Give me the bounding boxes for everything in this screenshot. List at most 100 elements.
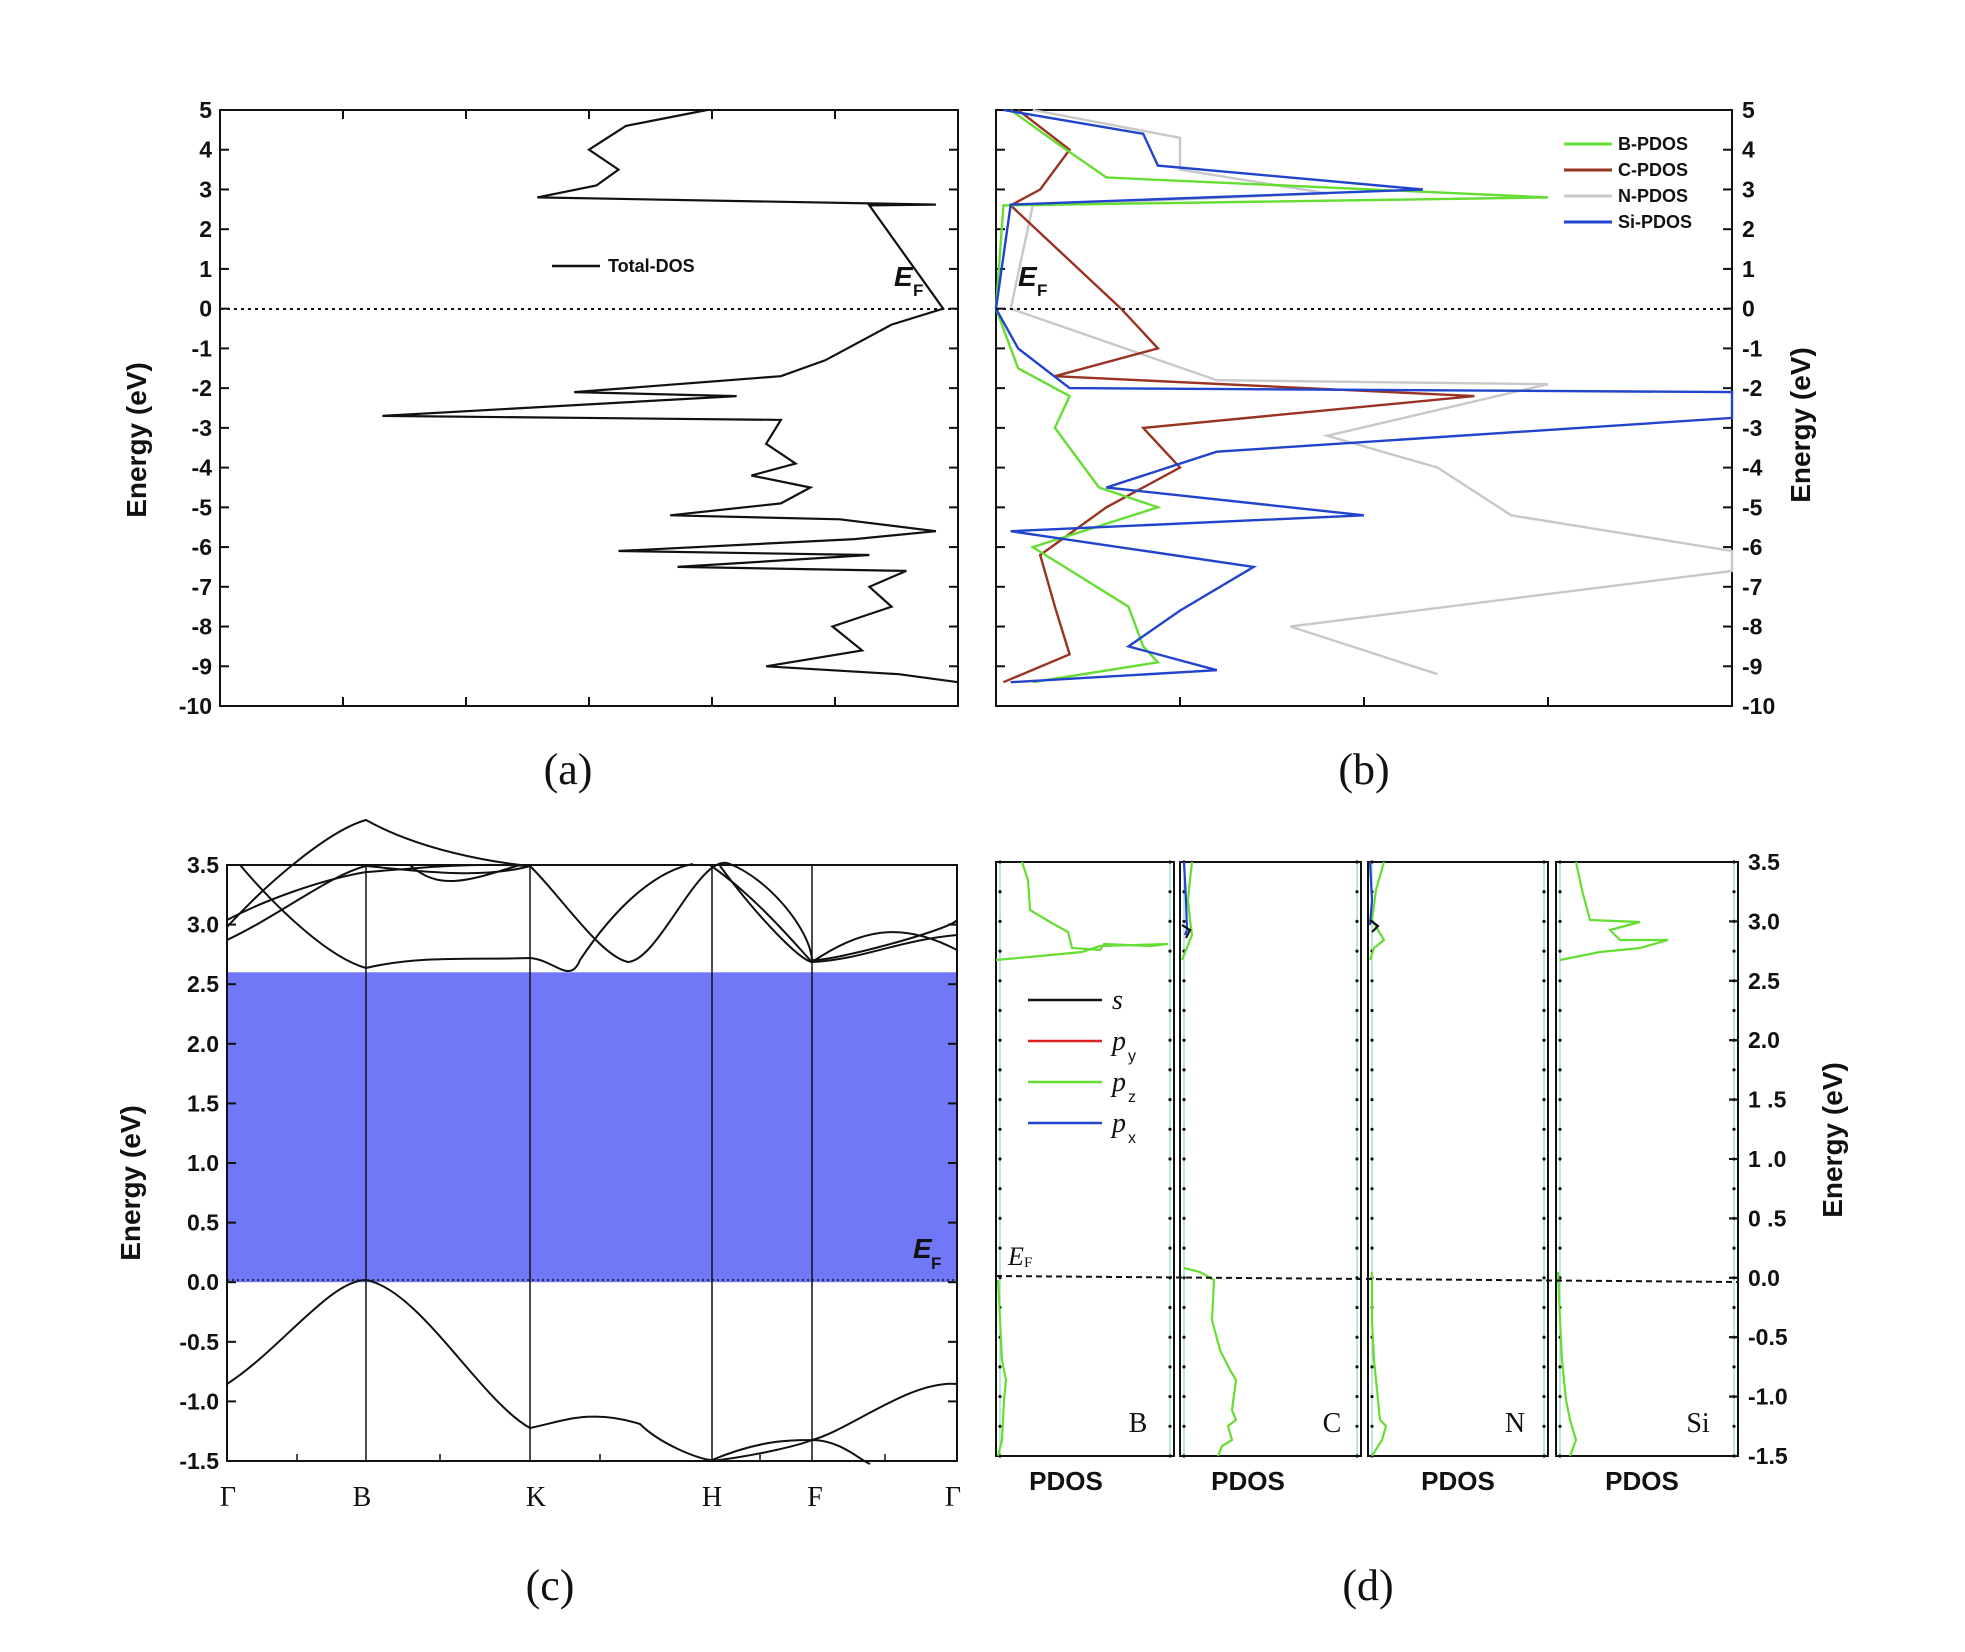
pdos-tick-dot <box>1732 1068 1736 1072</box>
panel-a-ytick-label: -1 <box>192 335 213 361</box>
panel-b-ytick-label: -6 <box>1742 534 1762 560</box>
panel-b-ytick-label: -5 <box>1742 494 1763 520</box>
pdos-legend-label: p <box>1110 1026 1126 1057</box>
pdos-legend-label: p <box>1110 1067 1126 1098</box>
pdos-curve-si-pz <box>1559 861 1669 962</box>
pdos-tick-dot <box>998 1008 1002 1013</box>
pdos-tick-dot <box>1558 1187 1562 1191</box>
pdos-tick-dot <box>998 1068 1002 1072</box>
pdos-tick-dot <box>1182 979 1186 983</box>
pdos-tick-dot <box>1558 1008 1562 1013</box>
pdos-tick-dot <box>1168 1335 1172 1339</box>
pdos-tick-dot <box>1542 1098 1546 1102</box>
pdos-tick-dot <box>998 1187 1002 1191</box>
pdos-tick-dot <box>1182 1098 1186 1102</box>
pdos-tick-dot <box>1542 1365 1546 1369</box>
panel-d-fermi-label: E F <box>1007 1242 1032 1271</box>
pdos-tick-dot <box>1168 1395 1172 1399</box>
pdos-tick-dot <box>1558 860 1562 864</box>
panel-d-ytick-label: 0.0 <box>1748 1265 1780 1291</box>
pdos-tick-dot <box>1168 1098 1172 1102</box>
panel-a-ytick-label: 3 <box>199 176 212 202</box>
pdos-tick-dot <box>1182 1305 1186 1310</box>
pdos-tick-dot <box>1558 1395 1562 1399</box>
pdos-tick-dot <box>998 860 1002 864</box>
panel-b-ytick-label: 2 <box>1742 216 1755 242</box>
panel-c-label: (c) <box>526 1561 575 1610</box>
pdos-tick-dot <box>1370 1216 1374 1220</box>
pdos-tick-dot <box>1370 1098 1374 1102</box>
pdos-tick-dot <box>1182 1157 1186 1161</box>
panel-a-ylabel: Energy (eV) <box>121 362 152 518</box>
panel-c-ytick-label: 0.0 <box>187 1269 219 1295</box>
band-vb-1 <box>226 1278 958 1462</box>
svg-text:E: E <box>1007 1242 1024 1271</box>
pdos-tick-dot <box>1542 1246 1546 1250</box>
panel-d-ytick-label: 1 .5 <box>1748 1087 1787 1113</box>
panel-c-ytick-label: 1.5 <box>187 1090 219 1116</box>
pdos-legend-label: s <box>1112 985 1123 1016</box>
pdos-tick-dot <box>1182 1454 1186 1458</box>
pdos-tick-dot <box>1355 1454 1359 1458</box>
pdos-tick-dot <box>1732 1365 1736 1369</box>
pdos-tick-dot <box>1168 919 1172 924</box>
pdos-tick-dot <box>1370 1157 1374 1161</box>
panel-d-ytick-label: 3.0 <box>1748 908 1780 934</box>
pdos-tick-dot <box>1168 1246 1172 1250</box>
panel-d-legend: sp yp zp x <box>1028 985 1136 1147</box>
svg-text:F: F <box>1037 281 1047 300</box>
pdos-legend-label: p <box>1110 1108 1126 1139</box>
legend-label-n-pdos: N-PDOS <box>1618 186 1688 206</box>
svg-text:E: E <box>894 261 914 292</box>
pdos-curve-c-pz-valence <box>1183 1266 1238 1457</box>
kpoint-label: Γ <box>945 1482 961 1513</box>
panel-d-fermi-line <box>995 1275 1739 1283</box>
legend-label-c-pdos: C-PDOS <box>1618 160 1688 180</box>
panel-c-bands <box>226 818 958 1465</box>
panel-a-ytick-label: 0 <box>199 296 212 322</box>
pdos-tick-dot <box>1355 1038 1359 1042</box>
pdos-tick-dot <box>1168 1157 1172 1161</box>
panel-b-ytick-label: -7 <box>1742 574 1762 600</box>
pdos-tick-dot <box>1558 979 1562 983</box>
pdos-tick-dot <box>1182 1276 1186 1280</box>
panel-a-ytick-label: -3 <box>192 415 212 441</box>
panel-b-ytick-label: 3 <box>1742 176 1755 202</box>
panel-c-ytick-label: -1.5 <box>179 1448 219 1474</box>
pdos-tick-dot <box>1558 1068 1562 1072</box>
pdos-curve-c-pz <box>1180 861 1194 961</box>
pdos-tick-dot <box>1355 1424 1359 1428</box>
pdos-tick-dot <box>1542 1395 1546 1399</box>
pdos-element-label-b: B <box>1129 1408 1148 1439</box>
pdos-curve-c-px <box>1182 861 1189 936</box>
pdos-tick-dot <box>1542 1216 1546 1220</box>
pdos-tick-dot <box>1355 1127 1359 1131</box>
panel-a-legend-label: Total-DOS <box>608 256 695 276</box>
pdos-tick-dot <box>1355 1068 1359 1072</box>
panel-c-ytick-label: -1.0 <box>179 1388 219 1414</box>
panel-a-ytick-label: -4 <box>192 455 213 481</box>
panel-d-ytick-label: 0 .5 <box>1748 1205 1787 1231</box>
panel-c-ytick-label: 2.5 <box>187 971 219 997</box>
pdos-tick-dot <box>1558 1454 1562 1458</box>
pdos-curve-c-s <box>1181 924 1192 939</box>
pdos-tick-dot <box>1542 1008 1546 1013</box>
pdos-tick-dot <box>1168 1365 1172 1369</box>
pdos-tick-dot <box>1558 1424 1562 1428</box>
band-cb-7 <box>709 864 958 964</box>
pdos-tick-dot <box>998 979 1002 983</box>
pdos-tick-dot <box>1370 1187 1374 1191</box>
band-cb-8 <box>719 865 958 964</box>
pdos-tick-dot <box>1355 860 1359 864</box>
panel-a-ytick-label: -5 <box>192 494 213 520</box>
panel-d-ytick-label: -1.0 <box>1748 1384 1788 1410</box>
pdos-tick-dot <box>998 1038 1002 1042</box>
pdos-tick-dot <box>1355 1187 1359 1191</box>
pdos-tick-dot <box>1542 1157 1546 1161</box>
pdos-tick-dot <box>1542 1335 1546 1339</box>
series-c-pdos <box>1002 109 1475 684</box>
pdos-xlabel: PDOS <box>1211 1466 1285 1496</box>
